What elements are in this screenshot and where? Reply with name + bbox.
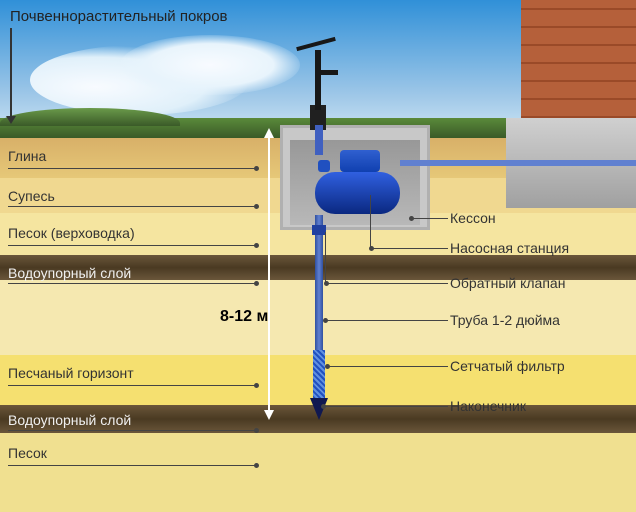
label-klapan: Обратный клапан [450, 275, 565, 291]
label-glina: Глина [8, 148, 46, 164]
leader-vodoupor-2 [8, 430, 258, 431]
building-wall [521, 0, 636, 118]
pump-connector [318, 160, 330, 172]
well-pipe [315, 215, 323, 350]
title-leader-arrow [6, 116, 16, 124]
label-supes: Супесь [8, 188, 55, 204]
mesh-filter [313, 350, 325, 398]
leader-pesok-verh [8, 245, 258, 246]
pump-motor [340, 150, 380, 172]
label-peschany: Песчаный горизонт [8, 365, 134, 381]
label-pesok-verh: Песок (верховодка) [8, 225, 135, 241]
leader-supes [8, 206, 258, 207]
leader-peschany [8, 385, 258, 386]
pump-tank [315, 172, 400, 214]
well-pipe-upper [315, 125, 323, 155]
label-nasos: Насосная станция [450, 240, 569, 256]
leader-nasos-v [370, 195, 371, 248]
leader-pesok [8, 465, 258, 466]
label-truba: Труба 1-2 дюйма [450, 312, 560, 328]
label-nakonech: Наконечник [450, 398, 526, 414]
check-valve [312, 225, 326, 235]
leader-kesson [410, 218, 448, 219]
layer-pesok [0, 433, 636, 512]
horizontal-pipe [400, 160, 636, 166]
leader-glina [8, 168, 258, 169]
depth-arrow-top [264, 128, 274, 138]
well-tip [310, 398, 328, 420]
title-leader [10, 28, 12, 118]
leader-klapan-v [325, 232, 326, 283]
hand-pump-column [315, 50, 321, 110]
leader-nakonech [322, 406, 448, 407]
depth-arrow-bottom [264, 410, 274, 420]
title-label: Почвеннорастительный покров [10, 8, 228, 25]
hand-pump-spout [320, 70, 338, 75]
leader-truba [324, 320, 448, 321]
label-vodoupor-2: Водоупорный слой [8, 412, 131, 428]
depth-label: 8-12 м [220, 308, 268, 326]
cloud [120, 35, 300, 95]
leader-vodoupor-1 [8, 283, 258, 284]
leader-nasos [370, 248, 448, 249]
label-pesok: Песок [8, 445, 47, 461]
label-vodoupor-1: Водоупорный слой [8, 265, 131, 281]
label-filtr: Сетчатый фильтр [450, 358, 565, 374]
label-kesson: Кессон [450, 210, 496, 226]
leader-filtr [326, 366, 448, 367]
leader-klapan [325, 283, 448, 284]
depth-arrow [268, 130, 270, 418]
